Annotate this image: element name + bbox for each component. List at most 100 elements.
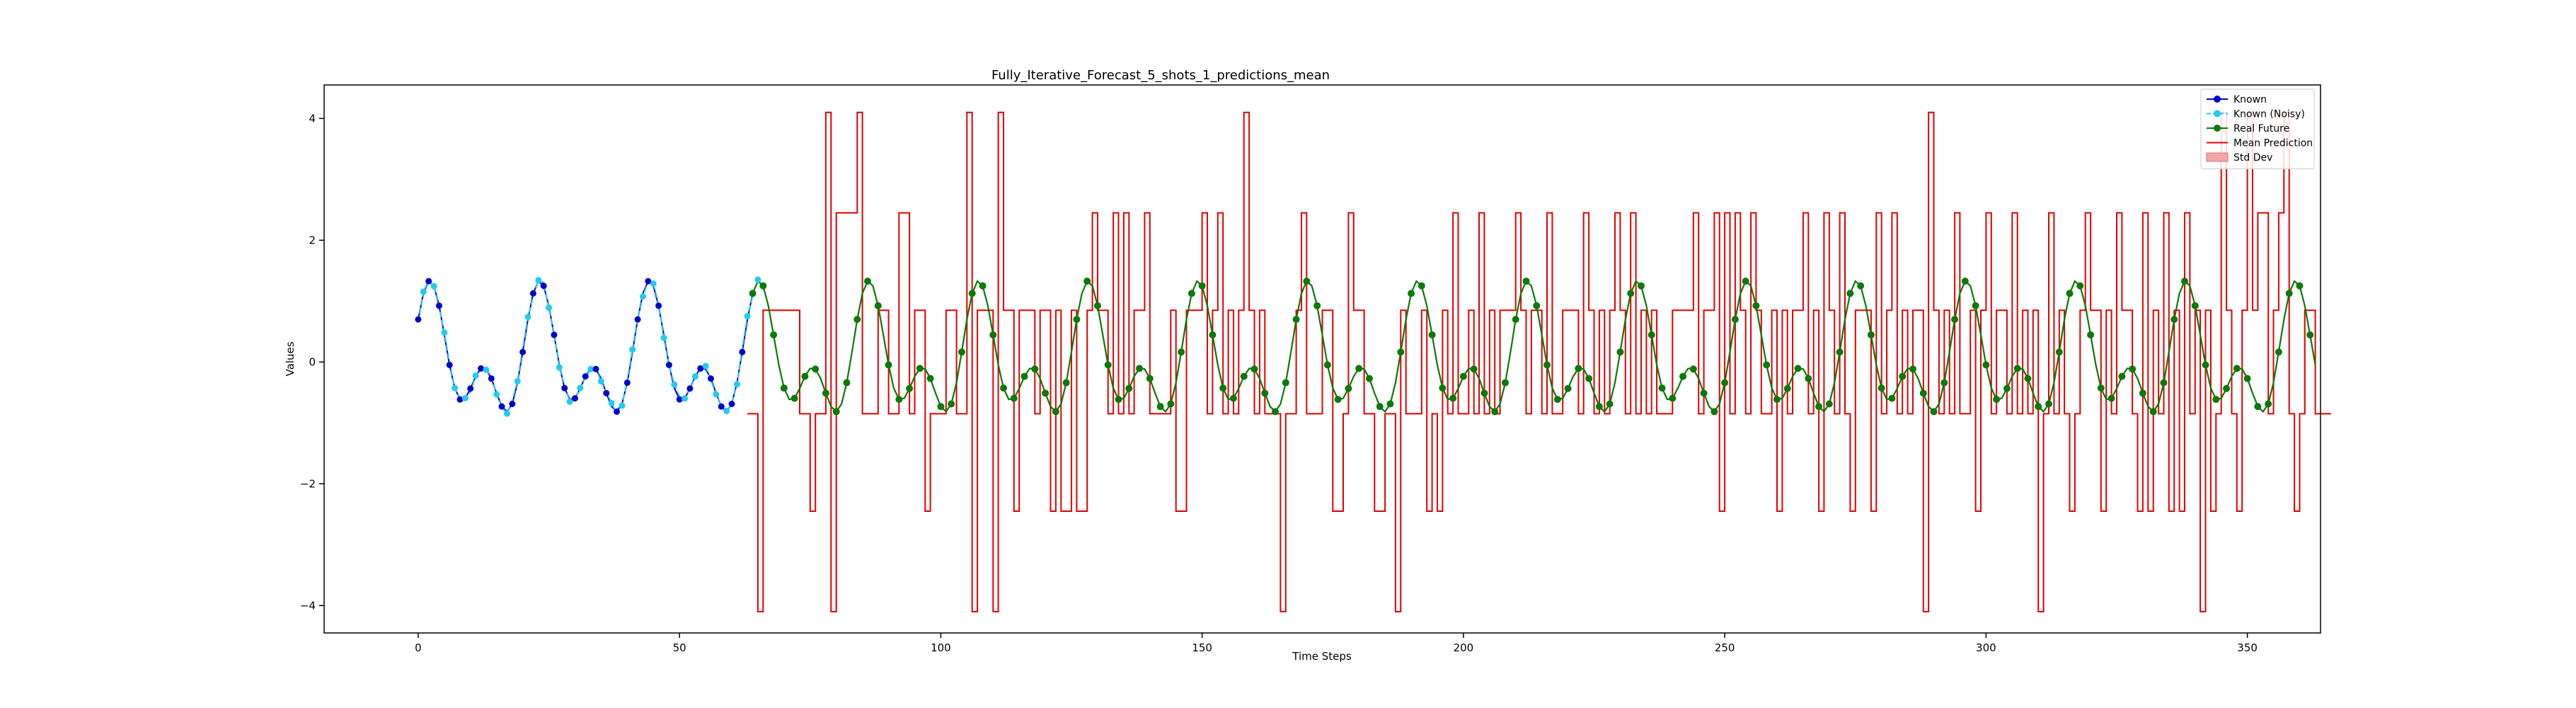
real-future-point bbox=[1606, 400, 1614, 408]
real-future-point bbox=[822, 389, 829, 397]
real-future-point bbox=[1783, 384, 1791, 392]
known-noisy-point bbox=[566, 398, 573, 405]
real-future-point bbox=[1522, 278, 1530, 285]
known-point bbox=[614, 408, 621, 415]
real-future-point bbox=[2013, 365, 2021, 372]
real-future-point bbox=[1083, 278, 1091, 285]
x-tick-label: 0 bbox=[415, 641, 422, 654]
legend-label: Known (Noisy) bbox=[2233, 109, 2305, 120]
real-future-point bbox=[1700, 389, 1708, 397]
known-point bbox=[498, 403, 505, 410]
known-point bbox=[603, 389, 610, 396]
real-future-point bbox=[1888, 394, 1896, 402]
real-future-point bbox=[1616, 348, 1624, 356]
real-future-point bbox=[1909, 365, 1916, 373]
real-future-point bbox=[1575, 365, 1582, 372]
real-future-point bbox=[2285, 290, 2293, 297]
known-noisy-point bbox=[671, 381, 678, 388]
real-future-point bbox=[1595, 403, 1603, 411]
known-noisy-point bbox=[639, 293, 646, 300]
known-point bbox=[686, 385, 694, 392]
real-future-point bbox=[2035, 403, 2042, 411]
real-future-point bbox=[1564, 384, 1572, 392]
real-future-point bbox=[1229, 394, 1237, 402]
y-axis-label: Values bbox=[284, 341, 297, 376]
real-future-point bbox=[1940, 379, 1948, 387]
real-future-point bbox=[1303, 278, 1311, 285]
real-future-point bbox=[759, 282, 767, 290]
real-future-point bbox=[2108, 394, 2115, 402]
real-future-point bbox=[1093, 302, 1101, 309]
real-future-point bbox=[1491, 408, 1499, 416]
real-future-point bbox=[2296, 282, 2304, 290]
real-future-point bbox=[1261, 389, 1269, 397]
known-noisy-point bbox=[503, 410, 510, 417]
known-point bbox=[529, 290, 536, 297]
real-future-point bbox=[1710, 408, 1718, 416]
known-point bbox=[467, 385, 474, 392]
real-future-point bbox=[1178, 348, 1185, 356]
real-future-point bbox=[1042, 389, 1050, 397]
known-point bbox=[561, 384, 568, 392]
real-future-point bbox=[1846, 290, 1854, 297]
known-noisy-point bbox=[660, 334, 667, 341]
real-future-point bbox=[1961, 278, 1969, 285]
real-future-point bbox=[1899, 372, 1907, 380]
real-future-point bbox=[2066, 290, 2074, 297]
real-future-point bbox=[989, 331, 997, 338]
real-future-point bbox=[2233, 365, 2241, 372]
known-noisy-point bbox=[556, 364, 563, 371]
real-future-point bbox=[2306, 331, 2314, 338]
real-future-point bbox=[2076, 282, 2084, 290]
real-future-point bbox=[1073, 316, 1081, 324]
real-future-point bbox=[1198, 282, 1206, 290]
known-point bbox=[739, 348, 746, 355]
known-point bbox=[655, 302, 662, 309]
known-noisy-point bbox=[629, 346, 636, 353]
real-future-point bbox=[1721, 379, 1729, 387]
real-future-point bbox=[958, 348, 965, 356]
real-future-point bbox=[2097, 384, 2105, 392]
real-future-point bbox=[1501, 379, 1509, 387]
real-future-point bbox=[1323, 361, 1331, 369]
real-future-point bbox=[2275, 348, 2282, 356]
real-future-point bbox=[2212, 396, 2220, 404]
real-future-point bbox=[801, 372, 809, 380]
known-point bbox=[582, 373, 589, 380]
real-future-point bbox=[1282, 379, 1289, 387]
known-point bbox=[728, 401, 735, 408]
known-noisy-point bbox=[461, 394, 468, 401]
x-tick-label: 200 bbox=[1454, 641, 1474, 654]
real-future-point bbox=[1408, 290, 1415, 297]
real-future-point bbox=[1982, 361, 1990, 369]
real-future-point bbox=[979, 282, 987, 290]
real-future-point bbox=[2265, 400, 2272, 408]
known-noisy-point bbox=[597, 378, 604, 385]
real-future-point bbox=[2055, 348, 2063, 356]
known-noisy-point bbox=[546, 304, 553, 312]
y-axis: −4 −2 0 2 4 bbox=[300, 112, 324, 612]
real-future-point bbox=[1512, 316, 1519, 324]
real-future-point bbox=[1658, 384, 1666, 392]
real-future-point bbox=[1219, 384, 1227, 392]
real-future-point bbox=[1857, 282, 1865, 290]
real-future-point bbox=[1553, 396, 1561, 404]
real-future-point bbox=[2118, 372, 2126, 380]
real-future-point bbox=[1951, 316, 1959, 324]
real-future-point bbox=[2149, 408, 2157, 416]
known-point bbox=[707, 375, 714, 382]
known-noisy-point bbox=[577, 384, 584, 392]
real-future-point bbox=[1188, 290, 1195, 297]
real-future-point bbox=[1825, 400, 1833, 408]
real-future-point bbox=[1533, 302, 1541, 309]
real-future-point bbox=[832, 408, 840, 416]
real-future-point bbox=[1637, 282, 1645, 290]
x-tick-label: 150 bbox=[1192, 641, 1212, 654]
legend-marker-swatch bbox=[2214, 110, 2221, 118]
real-future-point bbox=[1815, 403, 1823, 411]
y-tick-label: 0 bbox=[309, 355, 316, 368]
real-future-point bbox=[1355, 365, 1363, 372]
real-future-point bbox=[1156, 403, 1164, 411]
real-future-point bbox=[1272, 408, 1280, 416]
